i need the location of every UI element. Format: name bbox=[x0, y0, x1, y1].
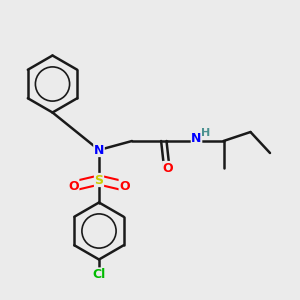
Text: O: O bbox=[163, 161, 173, 175]
Text: O: O bbox=[68, 179, 79, 193]
Text: N: N bbox=[94, 143, 104, 157]
Text: Cl: Cl bbox=[92, 268, 106, 281]
Text: H: H bbox=[202, 128, 211, 139]
Text: N: N bbox=[191, 131, 202, 145]
Text: S: S bbox=[94, 173, 103, 187]
Text: O: O bbox=[119, 179, 130, 193]
